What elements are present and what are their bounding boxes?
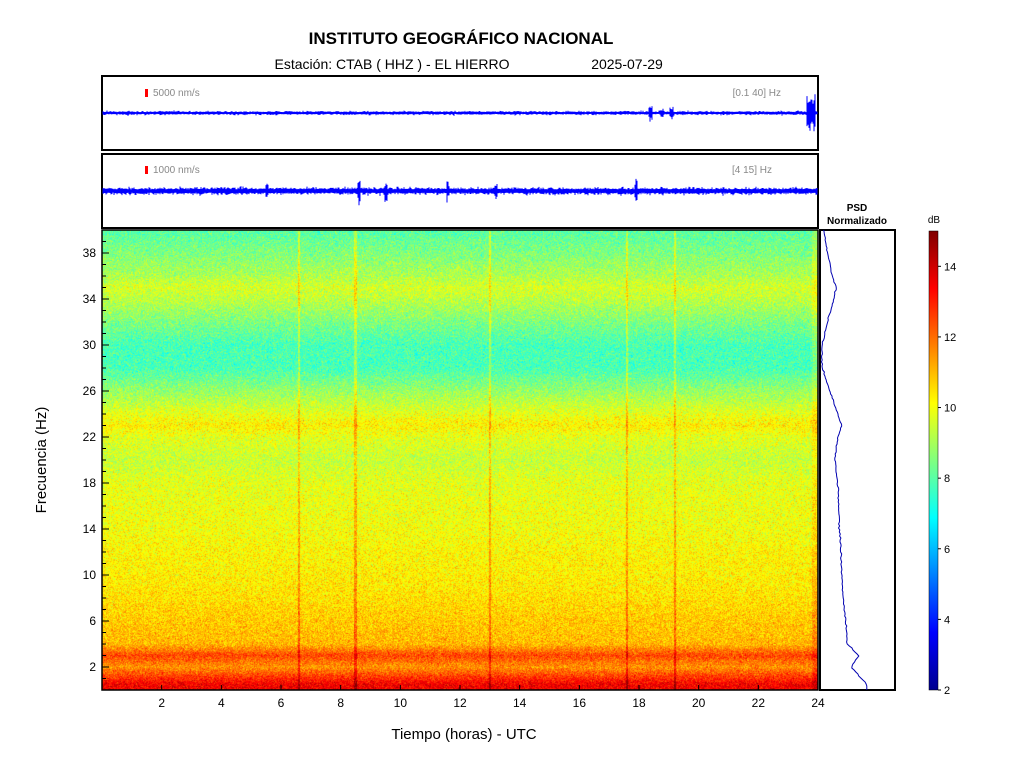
x-tick-label: 2 bbox=[158, 696, 165, 710]
amplitude-scale-label: 5000 nm/s bbox=[153, 88, 200, 99]
x-tick-label: 16 bbox=[573, 696, 587, 710]
colorbar-tick-label: 10 bbox=[944, 403, 956, 415]
psd-curve bbox=[820, 229, 868, 690]
spectrogram-image bbox=[102, 230, 818, 690]
y-tick-label: 30 bbox=[83, 338, 97, 352]
colorbar-tick-label: 8 bbox=[944, 473, 950, 485]
y-tick-label: 26 bbox=[83, 384, 97, 398]
x-tick-label: 12 bbox=[453, 696, 467, 710]
x-tick-label: 8 bbox=[337, 696, 344, 710]
colorbar-tick-label: 12 bbox=[944, 332, 956, 344]
y-tick-label: 6 bbox=[89, 614, 96, 628]
y-tick-label: 10 bbox=[83, 568, 97, 582]
x-tick-label: 6 bbox=[278, 696, 285, 710]
colorbar-tick-label: 4 bbox=[944, 614, 950, 626]
amplitude-scale-bar bbox=[145, 89, 148, 97]
trace-panel-filtered: 1000 nm/s [4 15] Hz bbox=[101, 153, 819, 229]
amplitude-scale-label: 1000 nm/s bbox=[153, 165, 200, 176]
x-axis-label: Tiempo (horas) - UTC bbox=[391, 726, 536, 743]
figure-title: INSTITUTO GEOGRÁFICO NACIONAL bbox=[309, 29, 614, 48]
colorbar-tick-label: 2 bbox=[944, 685, 950, 697]
x-axis-ticks: 2 4 6 8 10 12 14 16 18 20 22 24 bbox=[158, 685, 825, 710]
x-tick-label: 10 bbox=[394, 696, 408, 710]
colorbar: dB 2 4 6 8 10 12 14 bbox=[928, 215, 956, 697]
psd-panel: PSD Normalizado bbox=[819, 203, 896, 691]
y-tick-label: 14 bbox=[83, 522, 97, 536]
psd-frame bbox=[819, 229, 896, 691]
y-tick-label: 38 bbox=[83, 246, 97, 260]
colorbar-unit: dB bbox=[928, 215, 941, 226]
seismogram-trace bbox=[102, 94, 818, 132]
x-tick-label: 20 bbox=[692, 696, 706, 710]
date-label: 2025-07-29 bbox=[591, 56, 663, 72]
station-label: Estación: CTAB ( HHZ ) - EL HIERRO bbox=[275, 56, 510, 72]
y-tick-label: 22 bbox=[83, 430, 97, 444]
colorbar-ticks: 2 4 6 8 10 12 14 bbox=[938, 261, 956, 697]
trace-panel-broadband: 5000 nm/s [0.1 40] Hz bbox=[101, 75, 819, 151]
y-tick-label: 18 bbox=[83, 476, 97, 490]
filter-band-label: [0.1 40] Hz bbox=[733, 88, 781, 99]
colorbar-tick-label: 6 bbox=[944, 544, 950, 556]
psd-title: PSD bbox=[847, 203, 868, 214]
filter-band-label: [4 15] Hz bbox=[732, 165, 772, 176]
y-axis-label: Frecuencia (Hz) bbox=[33, 407, 50, 514]
x-tick-label: 4 bbox=[218, 696, 225, 710]
psd-subtitle: Normalizado bbox=[827, 216, 887, 227]
y-tick-label: 2 bbox=[89, 660, 96, 674]
seismogram-trace bbox=[102, 178, 818, 206]
x-tick-label: 22 bbox=[752, 696, 766, 710]
spectrogram-panel: 2 4 6 8 10 12 14 16 18 20 22 24 261014182226303438 … bbox=[33, 229, 825, 743]
colorbar-tick-label: 14 bbox=[944, 261, 956, 273]
amplitude-scale-bar bbox=[145, 166, 148, 174]
x-tick-label: 14 bbox=[513, 696, 527, 710]
x-tick-label: 24 bbox=[811, 696, 825, 710]
x-tick-label: 18 bbox=[632, 696, 646, 710]
colorbar-gradient bbox=[928, 230, 939, 691]
y-tick-label: 34 bbox=[83, 292, 97, 306]
